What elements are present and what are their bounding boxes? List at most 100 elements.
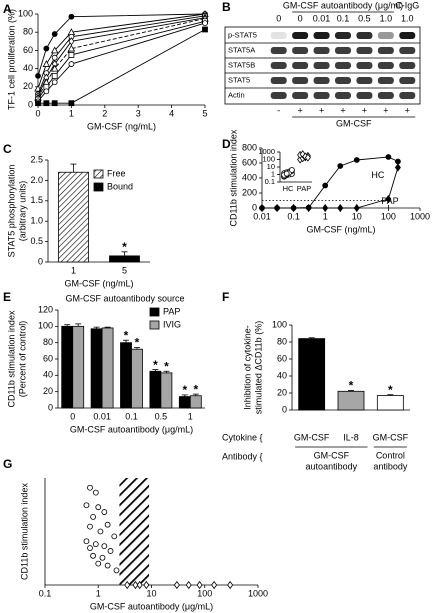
x-tick-label: 2: [102, 108, 107, 118]
marker: [92, 541, 99, 548]
series-line: [37, 13, 206, 77]
marker: [95, 504, 102, 511]
x-tick-label: GM-CSF: [294, 432, 330, 442]
marker: [68, 13, 75, 20]
y-tick-label: 80: [43, 337, 53, 347]
marker: [51, 72, 58, 79]
marker: [90, 514, 96, 520]
bar: [178, 396, 191, 409]
x-tick-label: 0.01: [253, 211, 271, 221]
bar: [61, 325, 74, 409]
y-tick-label: 400: [242, 172, 257, 182]
marker: [290, 203, 297, 213]
legend-label: PAP: [163, 306, 180, 316]
blot-band: [356, 77, 373, 84]
marker: [136, 580, 143, 590]
group-label: autoantibody: [306, 461, 358, 471]
y-axis-label: Inhibition of cytokine-: [242, 325, 252, 410]
x-tick-label: 100: [381, 211, 396, 221]
y-tick-label: 120: [38, 304, 53, 314]
blot-band: [377, 47, 394, 54]
marker: [35, 72, 41, 79]
blot-band: [313, 77, 330, 84]
legend-swatch: [149, 320, 160, 330]
x-tick-label: PAP: [297, 184, 311, 193]
y-axis-label: CD11b stimulation index: [228, 129, 238, 226]
annotation: *: [193, 382, 198, 396]
group-label: antibody: [373, 461, 408, 471]
series-line: [37, 22, 206, 102]
y-tick-label: 1000: [258, 147, 275, 156]
bar: [298, 338, 326, 411]
marker: [124, 580, 131, 590]
x-tick-label: 0.1: [39, 588, 52, 598]
x-tick-label: 0.1: [287, 211, 300, 221]
y-tick-label: 2.5: [30, 154, 43, 164]
marker: [353, 203, 360, 213]
blot-band: [270, 92, 287, 99]
lane-label: 0.01: [313, 13, 331, 23]
row-label: Cytokine {: [222, 432, 263, 442]
marker: [68, 61, 75, 67]
lane-label: 0.5: [358, 13, 371, 23]
legend-label: Bound: [107, 181, 133, 191]
blot-band: [313, 47, 330, 54]
bar: [376, 395, 404, 411]
y-tick-label: 100: [38, 321, 53, 331]
blot-band: [399, 47, 416, 54]
marker: [196, 580, 203, 590]
blot-band: [270, 77, 287, 84]
marker: [90, 552, 96, 559]
blot-band: [356, 47, 373, 54]
y-tick-label: 0: [38, 256, 43, 266]
shaded-range: [119, 478, 150, 585]
x-tick-label: 10: [146, 588, 156, 598]
panel-letter: A: [3, 2, 12, 16]
y-axis-label: (Percent of control): [17, 321, 27, 398]
blot-band: [292, 77, 309, 84]
y-tick-label: 0: [282, 404, 287, 414]
y-tick-label: 1: [271, 169, 275, 178]
marker: [288, 167, 295, 173]
marker: [259, 203, 265, 213]
marker: [43, 100, 50, 107]
x-tick-label: IL-8: [343, 432, 359, 442]
y-tick-label: 800: [242, 142, 257, 152]
blot-band: [377, 62, 394, 69]
marker: [132, 580, 139, 590]
legend-label: IVIG: [163, 319, 181, 329]
marker: [51, 31, 58, 37]
series-line: [38, 29, 206, 104]
y-axis-label: STAT5 phosphorylation: [6, 165, 16, 258]
blot-band: [313, 62, 330, 69]
series-label: PAP: [381, 196, 398, 206]
x-tick-label: GM-CSF: [373, 432, 409, 442]
x-axis-label: GM-CSF (ng/mL): [306, 224, 375, 234]
marker: [87, 523, 93, 530]
y-tick-label: 0: [252, 202, 257, 212]
blot-band: [356, 92, 373, 99]
marker: [101, 543, 108, 549]
y-tick-label: 0: [48, 402, 53, 412]
y-tick-label: 40: [43, 370, 53, 380]
y-tick-label: 600: [242, 157, 257, 167]
x-tick-label: 1000: [248, 588, 268, 598]
blot-band: [270, 62, 287, 69]
marker: [385, 194, 392, 204]
lane-label: 0: [298, 13, 303, 23]
x-tick-label: 1: [69, 108, 74, 118]
marker: [274, 203, 281, 213]
y-tick-label: 20: [277, 387, 287, 397]
marker: [87, 484, 93, 491]
x-tick-label: 0.01: [93, 411, 111, 421]
y-axis-label: (arbitrary units): [17, 181, 27, 242]
blot-band: [399, 62, 416, 69]
y-tick-label: 80: [277, 336, 287, 346]
blot-band: [399, 77, 416, 84]
blot-row-label: Actin: [228, 90, 245, 99]
row-label: Antibody {: [222, 451, 263, 461]
bar: [149, 370, 162, 409]
series-line: [37, 20, 206, 100]
